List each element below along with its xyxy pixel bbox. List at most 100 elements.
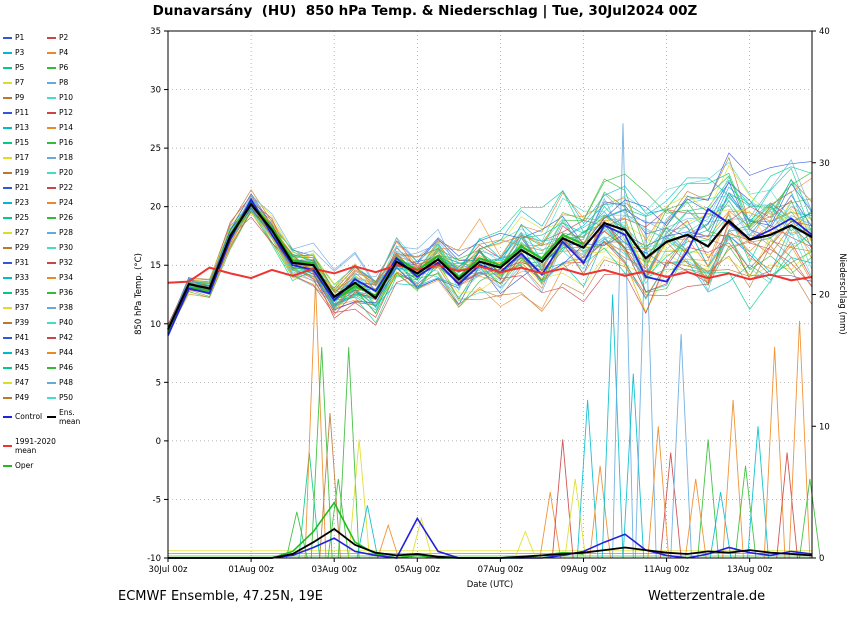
legend-color-dash — [47, 126, 56, 129]
legend-row: P29 P30 — [3, 240, 128, 255]
legend-item-label: P48 — [59, 378, 74, 387]
precip-spike — [647, 426, 670, 559]
legend-item-label: P16 — [59, 138, 74, 147]
legend-color-dash — [47, 261, 56, 264]
legend-row-control-mean: Control Ens. mean — [3, 408, 128, 426]
y-left-tick-label: 10 — [150, 320, 161, 330]
legend-color-dash — [3, 366, 12, 369]
y-left-tick-label: 25 — [150, 144, 161, 154]
legend-color-dash — [3, 306, 12, 309]
legend-row: P7 P8 — [3, 75, 128, 90]
legend-color-dash — [47, 201, 56, 204]
legend-item-label: P47 — [15, 378, 30, 387]
legend-climate-line1: 1991-2020 — [15, 437, 56, 446]
x-tick-label: 07Aug 00z — [478, 565, 524, 575]
legend-item-member: P9 — [3, 93, 47, 102]
x-tick-label: 13Aug 00z — [727, 565, 773, 575]
legend-item-label: P50 — [59, 393, 74, 402]
precip-spike — [622, 373, 645, 559]
legend-color-dash — [3, 141, 12, 144]
legend-item-member: P47 — [3, 378, 47, 387]
precip-spike — [348, 439, 370, 559]
legend-item-label: P19 — [15, 168, 30, 177]
legend-item-member: P42 — [47, 333, 91, 342]
member-temp-line — [167, 212, 813, 335]
legend-item-member: P22 — [47, 183, 91, 192]
y-right-tick-label: 20 — [819, 291, 830, 301]
legend-row: P13 P14 — [3, 120, 128, 135]
legend-item-member: P33 — [3, 273, 47, 282]
precip-spike — [670, 333, 692, 559]
legend-row: P49 P50 — [3, 390, 128, 405]
legend-color-dash — [47, 141, 56, 144]
legend-item-member: P49 — [3, 393, 47, 402]
legend-item-member: P32 — [47, 258, 91, 267]
legend-color-dash — [3, 445, 12, 447]
climate-mean-line — [167, 264, 813, 284]
legend-item-member: P29 — [3, 243, 47, 252]
legend-item-oper: Oper — [3, 461, 47, 470]
legend-color-dash — [3, 381, 12, 384]
legend-item-member: P8 — [47, 78, 91, 87]
y-right-tick-label: 40 — [819, 27, 830, 37]
legend-item-member: P38 — [47, 303, 91, 312]
x-tick-label: 30Jul 00z — [148, 565, 188, 575]
legend-item-label: P49 — [15, 393, 30, 402]
legend-color-dash — [47, 306, 56, 309]
legend-color-dash — [3, 51, 12, 54]
legend-item-member: P25 — [3, 213, 47, 222]
legend-item-member: P28 — [47, 228, 91, 237]
legend-item-label: P12 — [59, 108, 74, 117]
x-tick-label: 11Aug 00z — [644, 565, 690, 575]
legend-color-dash — [3, 156, 12, 159]
x-tick-label: 01Aug 00z — [228, 565, 274, 575]
legend-item-member: P43 — [3, 348, 47, 357]
legend-item-label: P5 — [15, 63, 25, 72]
legend-item-member: P4 — [47, 48, 91, 57]
legend-color-dash — [3, 216, 12, 219]
legend-row: P31 P32 — [3, 255, 128, 270]
precip-spike — [285, 511, 308, 559]
y-axis-right-label: Niederschlag (mm) — [837, 253, 847, 334]
legend-item-member: P40 — [47, 318, 91, 327]
legend-color-dash — [47, 81, 56, 84]
legend-item-member: P11 — [3, 108, 47, 117]
legend-color-dash — [47, 276, 56, 279]
legend-item-label: P33 — [15, 273, 30, 282]
legend-item-member: P48 — [47, 378, 91, 387]
legend-row: P27 P28 — [3, 225, 128, 240]
y-left-tick-label: 15 — [150, 261, 161, 271]
legend-item-label: P7 — [15, 78, 25, 87]
legend-item-label: Oper — [15, 461, 34, 470]
legend-item-member: P46 — [47, 363, 91, 372]
legend-item-label: P30 — [59, 243, 74, 252]
legend-item-member: P15 — [3, 138, 47, 147]
precip-spike — [589, 465, 611, 559]
legend-item-member: P13 — [3, 123, 47, 132]
legend-color-dash — [3, 351, 12, 354]
legend-item-label: P3 — [15, 48, 25, 57]
legend-row: P3 P4 — [3, 45, 128, 60]
legend-color-dash — [47, 111, 56, 114]
precip-spike — [539, 492, 562, 559]
legend-item-ens-mean: Ens. mean — [47, 408, 91, 426]
legend-color-dash — [47, 381, 56, 384]
legend-row: P35 P36 — [3, 285, 128, 300]
legend-color-dash — [47, 321, 56, 324]
legend-color-dash — [47, 231, 56, 234]
legend-item-member: P6 — [47, 63, 91, 72]
y-right-tick-label: 0 — [819, 554, 824, 564]
legend-item-member: P35 — [3, 288, 47, 297]
legend-item-member: P34 — [47, 273, 91, 282]
legend-item-member: P7 — [3, 78, 47, 87]
legend-item-label: P26 — [59, 213, 74, 222]
legend-item-member: P14 — [47, 123, 91, 132]
precip-spike — [319, 413, 341, 559]
legend-item-label: P21 — [15, 183, 30, 192]
precip-spike — [576, 399, 599, 559]
legend-item-member: P21 — [3, 183, 47, 192]
precip-spike — [709, 492, 732, 559]
precip-spike — [722, 399, 744, 559]
legend-item-label: P18 — [59, 153, 74, 162]
legend-color-dash — [3, 171, 12, 174]
